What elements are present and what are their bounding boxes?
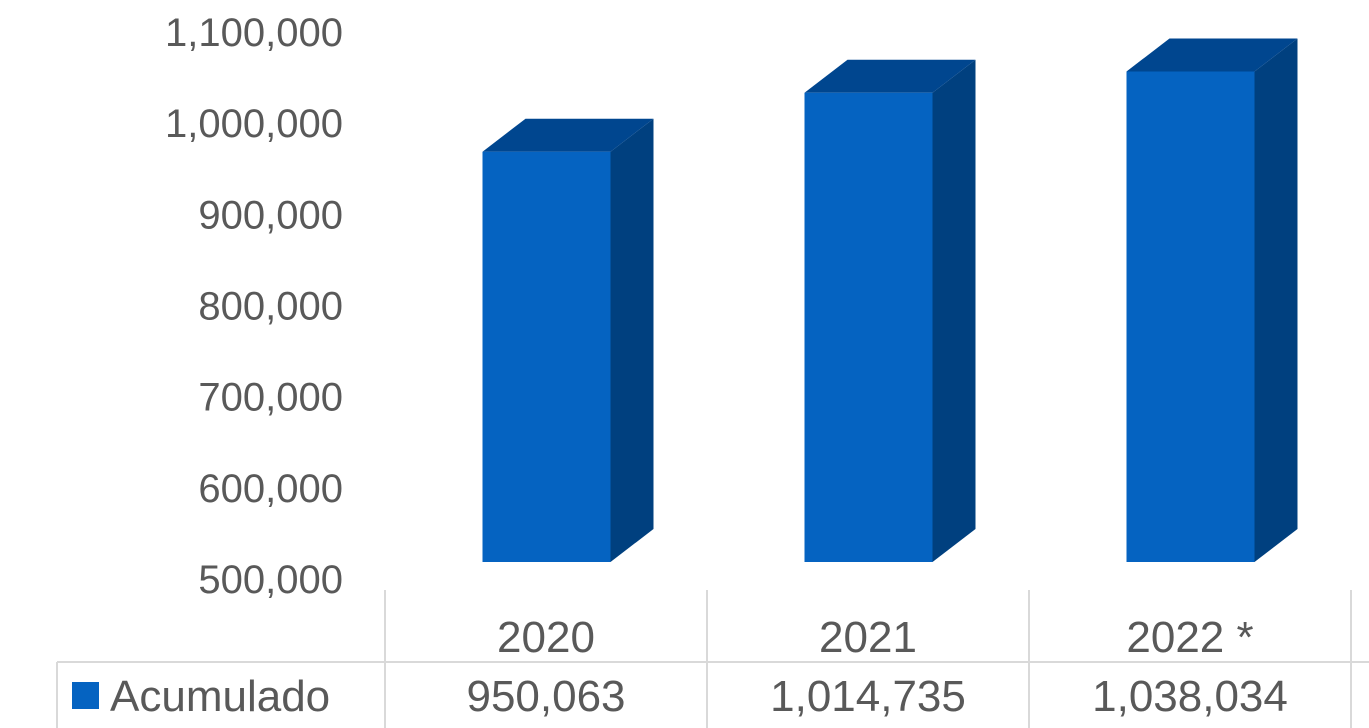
value-label: 950,063 (466, 672, 625, 721)
y-tick-label: 500,000 (198, 558, 343, 602)
bar-top (482, 118, 654, 152)
legend-label-acumulado: Acumulado (110, 672, 330, 721)
bar-side (1254, 38, 1298, 563)
legend: Acumulado (72, 672, 330, 721)
bar-2022 (1126, 38, 1298, 563)
bar-side (610, 118, 654, 562)
value-label: 1,014,735 (770, 672, 966, 721)
bar-front (482, 151, 611, 562)
y-tick-label: 900,000 (198, 193, 343, 237)
bar-front (804, 92, 933, 562)
y-axis: 500,000 600,000 700,000 800,000 900,000 1,000… (165, 11, 343, 602)
bar-front (1126, 71, 1255, 562)
value-label: 1,038,034 (1092, 672, 1288, 721)
legend-swatch-acumulado (72, 682, 99, 709)
y-tick-label: 700,000 (198, 376, 343, 420)
bar-top (804, 59, 976, 93)
y-tick-label: 600,000 (198, 467, 343, 511)
category-label: 2022 * (1126, 613, 1253, 662)
y-tick-label: 800,000 (198, 285, 343, 329)
bar-top (1126, 38, 1298, 72)
category-label: 2021 (819, 613, 917, 662)
bar-side (932, 59, 976, 563)
value-labels: 950,063 1,014,735 1,038,034 (466, 672, 1287, 721)
y-tick-label: 1,000,000 (165, 102, 343, 146)
bar-2020 (482, 118, 654, 562)
category-label: 2020 (497, 613, 595, 662)
bars (482, 38, 1298, 563)
bar-2021 (804, 59, 976, 563)
table-grid (56, 590, 1369, 728)
data-table: 2020 2021 2022 * Acumulado 950,063 1,014,73… (56, 590, 1369, 728)
y-tick-label: 1,100,000 (165, 11, 343, 55)
category-labels: 2020 2021 2022 * (497, 613, 1254, 662)
